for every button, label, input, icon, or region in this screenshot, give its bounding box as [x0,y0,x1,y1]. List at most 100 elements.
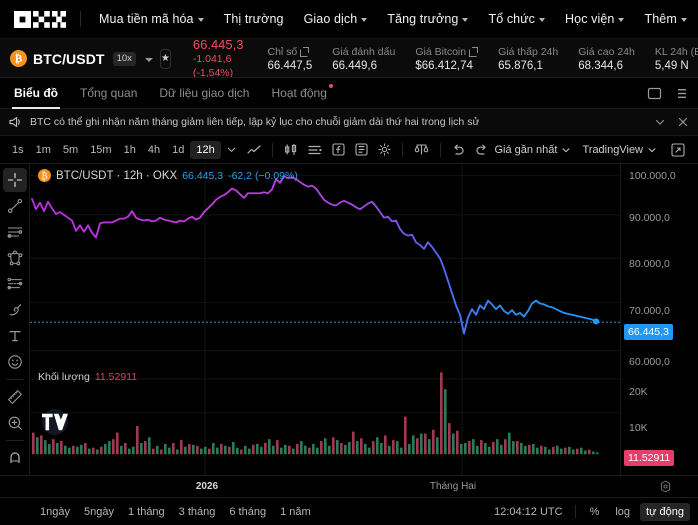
nav-item-trade[interactable]: Giao dịch [304,12,368,26]
chart-plot-area[interactable]: ₿ BTC/USDT · 12h · OKX 66.445,3 -62,2 (−… [30,164,620,475]
favorite-star-button[interactable]: ★ [159,48,171,69]
utc-clock[interactable]: 12:04:12 UTC [494,505,563,518]
close-icon[interactable] [677,116,689,128]
chevron-down-icon [144,58,153,62]
chart-canvas [30,164,620,475]
price-change: -1.041,6 (-1,54%) [192,53,234,79]
redo-icon[interactable] [470,144,494,156]
last-price: 66.445,3 [192,37,244,52]
text-tool[interactable] [3,324,27,348]
external-link-icon[interactable] [469,47,479,57]
tab-activity[interactable]: Hoạt động [260,78,337,109]
undo-icon[interactable] [446,144,470,156]
timeframe-15m[interactable]: 15m [90,143,112,156]
volume-gridlines [30,378,620,414]
magnet-tool[interactable] [3,446,27,470]
tab-label: Tổng quan [80,86,138,100]
zoom-in-tool[interactable] [3,411,27,435]
price-source-selector[interactable]: Giá gần nhất [494,144,571,156]
emoji-tool[interactable] [3,350,27,374]
nav-item-academy[interactable]: Học viện [565,12,625,26]
timeframe-1h[interactable]: 1h [123,143,136,156]
tab-chart[interactable]: Biểu đồ [3,78,69,109]
horizontal-lines-tool[interactable] [3,220,27,244]
star-icon: ★ [160,53,170,64]
toolbar-divider [439,142,441,157]
pitchfork-tool[interactable] [3,246,27,270]
stat-value: $66.412,74 [415,59,473,72]
nav-item-markets[interactable]: Thị trường [224,12,284,26]
nav-item-grow[interactable]: Tăng trưởng [387,12,469,26]
nav-item-institutional[interactable]: Tổ chức [488,12,546,26]
line-chart-icon[interactable] [242,144,266,156]
stat-value: 66.447,5 [267,59,313,72]
range-5d[interactable]: 5ngày [83,505,114,518]
price-axis[interactable]: 100.000,0 90.000,0 80.000,0 70.000,0 66.… [620,164,698,489]
tab-label: Biểu đồ [14,86,58,100]
timeframe-12h[interactable]: 12h [190,140,221,159]
nav-label: Tổ chức [488,12,536,26]
external-link-icon[interactable] [300,47,310,57]
chart-provider-selector[interactable]: TradingView [582,144,657,156]
scale-auto-toggle[interactable]: tự động [640,502,690,521]
tradingview-logo[interactable] [42,409,68,435]
stat-value: 66.449,6 [332,59,378,72]
tab-label: Dữ liệu giao dịch [159,86,250,100]
template-icon[interactable] [350,143,373,156]
time-axis[interactable]: 2026 Tháng Hai [0,475,698,497]
more-menu-icon[interactable] [676,87,688,100]
crosshair-tool[interactable] [2,168,27,192]
toolbar-divider [401,142,403,157]
chart-body: ₿ BTC/USDT · 12h · OKX 66.445,3 -62,2 (−… [0,164,698,489]
chevron-down-icon [648,147,656,152]
range-1m[interactable]: 1 tháng [127,505,165,518]
range-6m[interactable]: 6 tháng [229,505,267,518]
notification-dot-icon [328,83,333,88]
pair-selector[interactable]: ₿ BTC/USDT 10x [10,50,155,67]
nav-item-buy-crypto[interactable]: Mua tiền mã hóa [99,12,204,26]
chevron-down-icon [361,18,368,22]
tab-trading-data[interactable]: Dữ liệu giao dịch [148,78,260,109]
timeframe-1s[interactable]: 1s [12,143,24,156]
chevron-down-icon[interactable] [654,116,666,128]
okx-logo[interactable] [14,10,66,28]
stat-label-text: Giá Bitcoin [415,45,467,58]
range-1d[interactable]: 1ngày [40,505,70,518]
nav-label: Giao dịch [303,12,358,26]
scale-log-toggle[interactable]: log [615,505,631,518]
top-navigation-bar: Mua tiền mã hóa Thị trường Giao dịch Tăn… [0,0,698,38]
nav-item-more[interactable]: Thêm [644,12,687,26]
ticker-bar: ₿ BTC/USDT 10x ★ 66.445,3 -1.041,6 (-1,5… [0,37,698,79]
scale-percent-toggle[interactable]: % [589,505,600,518]
fib-retracement-tool[interactable] [3,272,27,296]
volume-tick-20k: 20K [629,386,648,398]
timeframe-4h[interactable]: 4h [147,143,161,156]
chevron-down-icon [462,18,469,22]
nav-label: Thị trường [223,12,284,26]
timeframe-1m[interactable]: 1m [35,143,51,156]
settings-gear-icon[interactable] [373,143,396,156]
fullscreen-panel-icon[interactable] [647,87,662,100]
time-tick-year: 2026 [195,481,219,492]
candlestick-chart-icon[interactable] [279,143,303,156]
stat-mark-price: Giá đánh dấu 66.449,6 [332,46,395,72]
tab-overview[interactable]: Tổng quan [69,78,148,109]
chevron-down-icon [680,18,687,22]
chevron-down-icon[interactable] [221,144,242,155]
measure-tool[interactable] [3,385,27,409]
brush-tool[interactable] [3,298,27,322]
expand-icon[interactable] [666,142,690,157]
compare-scales-icon[interactable] [409,143,434,156]
range-1y[interactable]: 1 năm [280,505,311,518]
timeframe-1d[interactable]: 1d [172,143,185,156]
timeframe-5m[interactable]: 5m [62,143,79,156]
announcement-text[interactable]: BTC có thể ghi nhận năm tháng giảm liên … [30,116,480,128]
trend-line-tool[interactable] [3,194,27,218]
time-gridlines [204,164,463,475]
stat-value: 5,49 N [654,59,689,72]
time-axis-settings-icon[interactable] [659,480,672,498]
last-price-marker [592,318,600,325]
range-3m[interactable]: 3 tháng [178,505,216,518]
indicators-list-icon[interactable] [303,144,327,156]
indicator-fx-icon[interactable] [327,143,350,156]
